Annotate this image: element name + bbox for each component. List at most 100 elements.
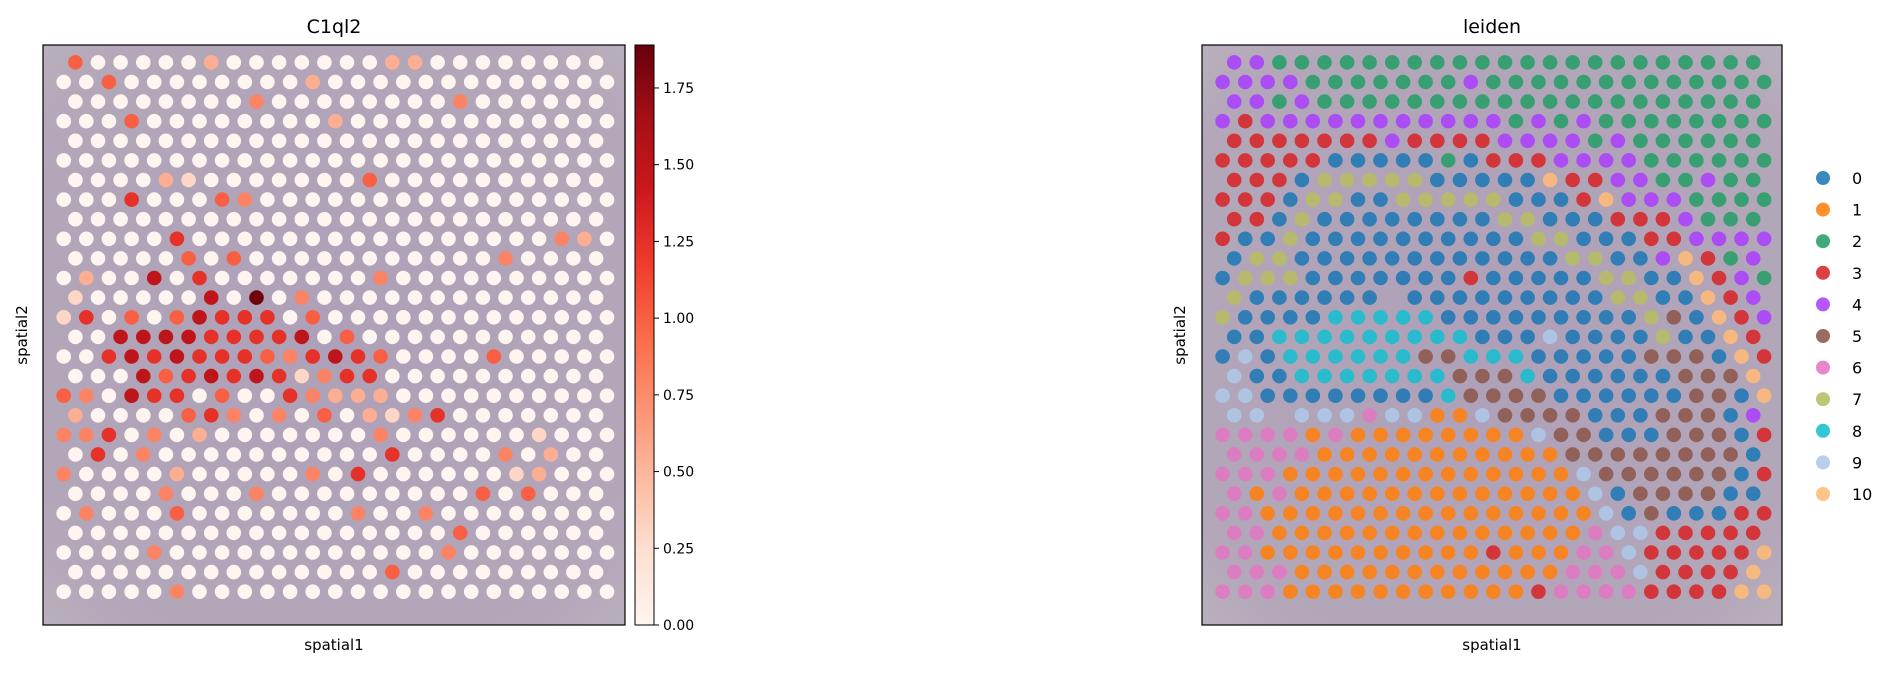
cluster-spot-1 (1508, 584, 1524, 599)
expression-spot (68, 486, 83, 502)
legend-label: 4 (1852, 295, 1862, 314)
expression-spot (520, 94, 536, 109)
cluster-spot-0 (1362, 251, 1377, 266)
expression-spot (146, 506, 162, 521)
expression-spot (226, 368, 242, 384)
cluster-spot-0 (1576, 231, 1591, 247)
cluster-spot-4 (1249, 94, 1265, 109)
expression-spot (498, 368, 513, 384)
cluster-spot-0 (1440, 270, 1456, 286)
cluster-spot-4 (1700, 172, 1716, 188)
cluster-spot-0 (1430, 211, 1445, 227)
expression-spot (396, 584, 411, 599)
expression-spot (385, 94, 400, 109)
expression-spot (509, 231, 524, 247)
expression-spot (566, 211, 581, 227)
expression-spot (373, 584, 388, 599)
cluster-spot-1 (1407, 447, 1422, 462)
cluster-spot-0 (1395, 153, 1411, 168)
cluster-spot-8 (1440, 388, 1456, 404)
expression-spot (463, 192, 479, 207)
cluster-spot-1 (1328, 466, 1343, 482)
cluster-spot-0 (1644, 427, 1659, 443)
cluster-spot-9 (1339, 408, 1355, 423)
expression-spot (362, 172, 378, 188)
expression-spot (486, 506, 502, 521)
expression-spot (452, 368, 468, 384)
expression-spot (373, 388, 388, 404)
expression-spot (101, 466, 117, 482)
expression-spot (260, 231, 275, 247)
expression-spot (90, 55, 106, 70)
expression-spot (192, 584, 207, 599)
expression-spot (407, 447, 423, 462)
expression-spot (543, 486, 559, 502)
expression-spot (475, 55, 491, 70)
cluster-spot-2 (1745, 211, 1761, 227)
expression-spot (531, 388, 547, 404)
cluster-spot-1 (1249, 486, 1265, 502)
expression-spot (452, 172, 468, 188)
expression-spot (79, 545, 94, 560)
cluster-spot-4 (1565, 133, 1580, 149)
expression-spot (68, 133, 83, 149)
expression-spot (56, 153, 71, 168)
cluster-spot-3 (1666, 231, 1682, 247)
expression-spot (146, 427, 162, 443)
cluster-spot-1 (1283, 545, 1298, 560)
cluster-spot-7 (1283, 270, 1298, 286)
expression-spot (294, 525, 310, 541)
expression-spot (124, 427, 139, 443)
expression-spot (158, 211, 174, 227)
expression-spot (136, 290, 151, 305)
expression-spot (271, 211, 287, 227)
expression-spot (101, 113, 117, 129)
expression-spot (203, 368, 219, 384)
expression-spot (260, 388, 275, 404)
cluster-spot-7 (1395, 192, 1411, 207)
expression-spot (214, 113, 230, 129)
expression-spot (463, 388, 479, 404)
cluster-spot-1 (1475, 486, 1490, 502)
cluster-spot-0 (1463, 231, 1479, 247)
cluster-spot-4 (1294, 94, 1310, 109)
cluster-spot-0 (1440, 231, 1456, 247)
expression-spot (260, 466, 275, 482)
expression-spot (101, 388, 117, 404)
expression-spot (362, 94, 378, 109)
cluster-spot-1 (1373, 466, 1388, 482)
cluster-spot-6 (1215, 584, 1230, 599)
expression-spot (475, 251, 491, 266)
cluster-spot-0 (1576, 349, 1591, 364)
expression-spot (203, 564, 219, 580)
cluster-spot-5 (1553, 427, 1569, 443)
expression-spot (509, 74, 524, 90)
legend-label: 9 (1852, 453, 1862, 472)
expression-spot (418, 584, 434, 599)
cluster-spot-6 (1249, 525, 1265, 541)
cluster-spot-3 (1463, 270, 1479, 286)
expression-spot (588, 94, 604, 109)
cluster-spot-1 (1508, 427, 1524, 443)
cluster-spot-0 (1430, 251, 1445, 266)
expression-spot (249, 55, 264, 70)
cluster-spot-0 (1633, 368, 1648, 384)
expression-spot (588, 251, 604, 266)
cluster-spot-0 (1644, 388, 1659, 404)
expression-spot (520, 290, 536, 305)
cluster-spot-0 (1395, 270, 1411, 286)
expression-spot (486, 545, 502, 560)
expression-spot (124, 74, 139, 90)
expression-spot (430, 55, 445, 70)
cluster-spot-1 (1384, 525, 1400, 541)
legend-label: 7 (1852, 390, 1862, 409)
cluster-spot-2 (1294, 55, 1310, 70)
cluster-spot-0 (1350, 270, 1366, 286)
cluster-spot-6 (1576, 545, 1591, 560)
expression-spot (373, 231, 388, 247)
expression-spot (181, 329, 196, 345)
expression-spot (146, 388, 162, 404)
expression-spot (237, 113, 253, 129)
expression-spot (101, 153, 117, 168)
cluster-spot-1 (1395, 506, 1411, 521)
